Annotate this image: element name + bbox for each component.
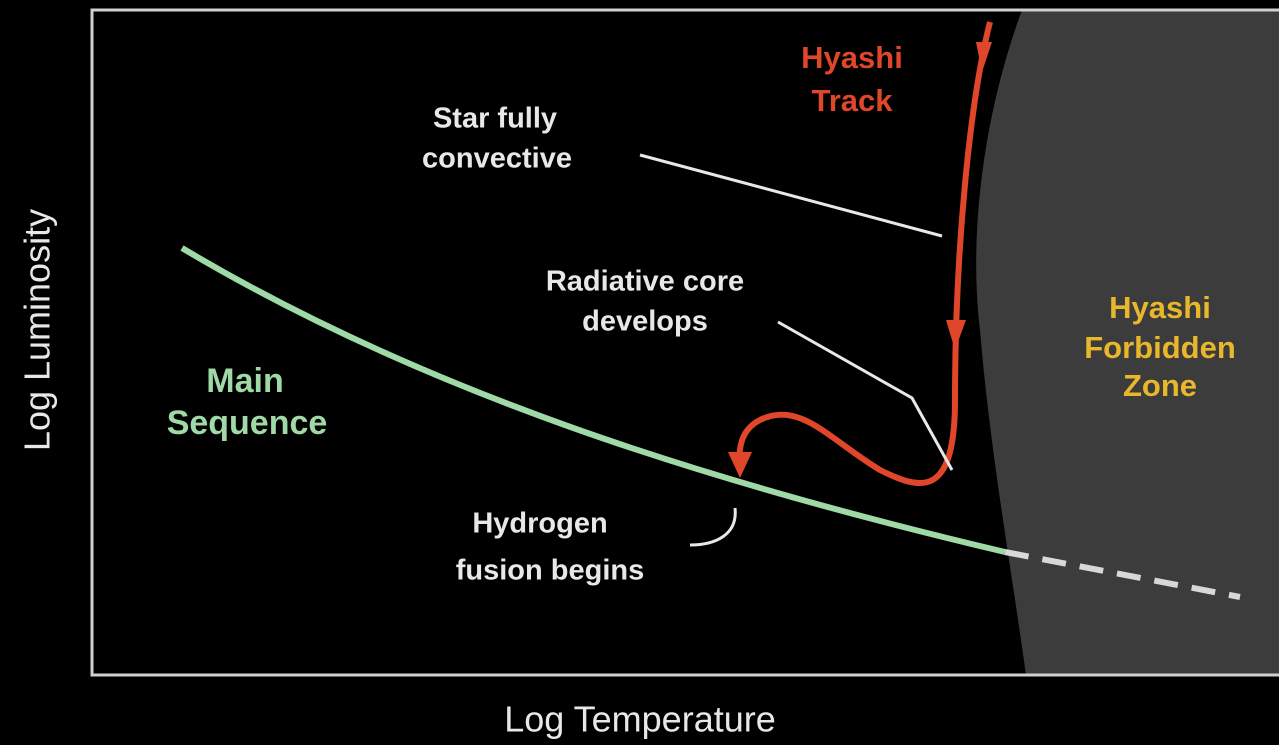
- main-sequence-line: [180, 245, 1006, 555]
- label: Star fully: [433, 103, 557, 135]
- label: Main: [206, 362, 283, 400]
- forbidden-zone: [976, 10, 1279, 675]
- label: Hyashi: [1109, 290, 1211, 325]
- label: fusion begins: [456, 555, 645, 587]
- label: convective: [422, 143, 572, 175]
- y-axis-label: Log Luminosity: [17, 209, 58, 451]
- plot-frame: [90, 8, 1279, 677]
- arrowhead: [976, 42, 992, 72]
- x-axis-label: Log Temperature: [504, 699, 776, 740]
- label: Radiative core: [546, 266, 744, 298]
- label: develops: [582, 306, 708, 338]
- arrowhead: [946, 320, 966, 350]
- main-sequence-extension: [1004, 549, 1241, 600]
- label: Zone: [1123, 368, 1197, 403]
- arrowhead: [728, 452, 752, 478]
- label: Sequence: [167, 404, 328, 442]
- label: Forbidden: [1084, 330, 1236, 365]
- hyashi-track: [736, 21, 993, 487]
- pointer-line: [689, 507, 737, 547]
- label: Hyashi: [801, 40, 903, 75]
- pointer-line: [777, 320, 954, 471]
- label: Track: [811, 83, 893, 118]
- label: Hydrogen: [472, 508, 607, 540]
- pointer-line: [639, 153, 943, 238]
